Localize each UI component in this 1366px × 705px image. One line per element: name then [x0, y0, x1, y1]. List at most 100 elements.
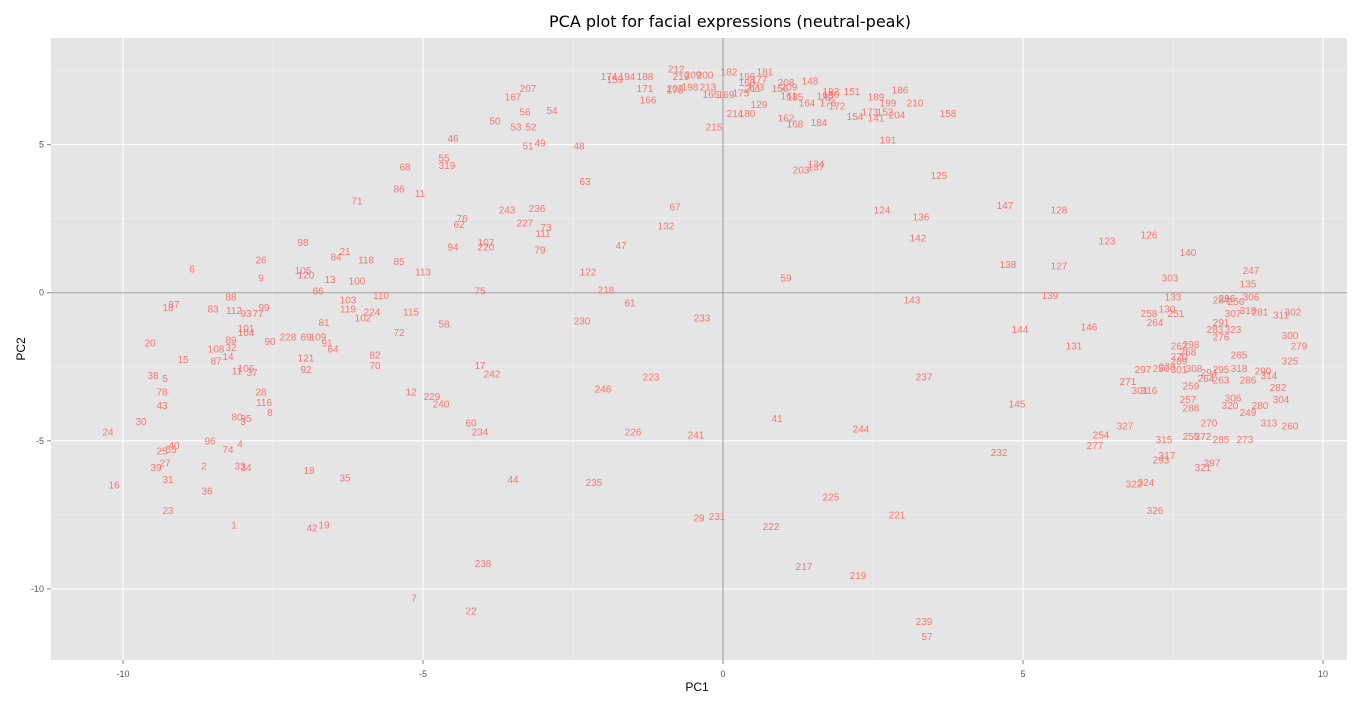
point-label: 158 [940, 109, 957, 120]
point-label: 135 [1240, 279, 1257, 290]
point-label: 25 [156, 447, 168, 458]
y-tick-label: -10 [31, 584, 44, 594]
point-label: 172 [829, 102, 846, 113]
point-label: 125 [931, 171, 948, 182]
point-label: 66 [312, 287, 324, 298]
point-label: 298 [1183, 340, 1200, 351]
point-label: 9 [258, 273, 264, 284]
point-label: 1 [231, 521, 237, 532]
point-label: 230 [574, 316, 591, 327]
point-label: 84 [330, 253, 342, 264]
point-label: 82 [369, 350, 381, 361]
point-label: 301 [1132, 386, 1149, 397]
point-label: 101 [238, 324, 255, 335]
minor-gridlines [51, 38, 1347, 660]
point-label: 18 [303, 466, 315, 477]
point-label: 29 [693, 513, 705, 524]
x-axis-title: PC1 [685, 680, 709, 694]
point-label: 51 [522, 142, 534, 153]
point-label: 191 [880, 136, 897, 147]
point-label: 122 [580, 267, 597, 278]
point-label: 326 [1147, 506, 1164, 517]
x-tick-label: -5 [419, 669, 427, 679]
point-label: 286 [1240, 376, 1257, 387]
point-label: 164 [799, 99, 816, 110]
x-tick-label: 0 [720, 669, 725, 679]
point-label: 136 [913, 213, 930, 224]
point-label: 210 [907, 99, 924, 110]
point-label: 320 [1222, 401, 1239, 412]
point-label: 15 [177, 355, 189, 366]
point-label: 4 [237, 439, 243, 450]
point-label: 188 [637, 72, 654, 83]
point-label: 88 [225, 293, 237, 304]
point-label: 246 [595, 384, 612, 395]
point-label: 28 [255, 387, 267, 398]
x-tick-label: 5 [1020, 669, 1025, 679]
point-label: 228 [280, 333, 297, 344]
point-label: 81 [318, 318, 330, 329]
point-label: 215 [706, 122, 723, 133]
point-label: 6 [189, 265, 195, 276]
point-label: 129 [751, 100, 768, 111]
point-label: 270 [1171, 352, 1188, 363]
point-label: 207 [520, 84, 537, 95]
point-label: 255 [1183, 432, 1200, 443]
point-label: 198 [682, 82, 699, 93]
point-label: 177 [751, 75, 768, 86]
point-label: 307 [1225, 309, 1242, 320]
point-label: 91 [321, 339, 333, 350]
point-label: 175 [733, 88, 750, 99]
x-tick-label: 10 [1318, 669, 1328, 679]
point-label: 167 [505, 93, 522, 104]
point-label: 151 [844, 87, 861, 98]
point-label: 34 [240, 463, 252, 474]
point-label: 38 [147, 371, 159, 382]
point-label: 192 [823, 87, 840, 98]
point-label: 161 [781, 91, 798, 102]
point-label: 277 [1087, 441, 1104, 452]
point-label: 2 [201, 461, 207, 472]
point-label: 127 [1051, 262, 1068, 273]
point-label: 160 [739, 78, 756, 89]
point-label: 144 [1012, 325, 1029, 336]
point-label: 85 [393, 257, 405, 268]
point-label: 295 [1213, 365, 1230, 376]
point-label: 306 [1243, 293, 1260, 304]
x-tick-label: -10 [116, 669, 129, 679]
point-label: 214 [727, 109, 744, 120]
point-label: 108 [208, 345, 225, 356]
point-label: 260 [1282, 422, 1299, 433]
point-label: 289 [1171, 356, 1188, 367]
point-label: 296 [1219, 294, 1236, 305]
point-label: 27 [159, 459, 171, 470]
point-label: 176 [820, 99, 837, 110]
y-tick-label: 0 [39, 288, 44, 298]
point-label: 100 [349, 276, 366, 287]
point-label: 36 [201, 487, 213, 498]
point-label: 150 [823, 90, 840, 101]
point-label: 208 [778, 78, 795, 89]
point-label: 257 [1180, 395, 1197, 406]
point-label: 26 [255, 256, 267, 267]
point-label: 227 [517, 219, 534, 230]
point-label: 182 [721, 68, 738, 79]
point-label: 96 [204, 436, 216, 447]
point-label: 55 [438, 153, 450, 164]
point-label: 258 [1141, 309, 1158, 320]
point-label: 44 [507, 475, 519, 486]
point-label: 174 [601, 72, 618, 83]
point-label: 76 [456, 214, 468, 225]
point-label: 116 [256, 398, 272, 409]
point-label: 291 [1213, 318, 1230, 329]
point-label: 276 [1213, 333, 1230, 344]
point-label: 236 [529, 204, 546, 215]
point-label: 213 [700, 82, 717, 93]
point-label: 32 [225, 343, 237, 354]
point-label: 251 [1168, 309, 1185, 320]
point-label: 244 [853, 424, 870, 435]
point-label: 221 [889, 510, 906, 521]
point-label: 268 [1180, 347, 1197, 358]
y-axis-ticks: -10 -5 0 5 [31, 140, 51, 594]
point-label: 237 [916, 373, 933, 384]
